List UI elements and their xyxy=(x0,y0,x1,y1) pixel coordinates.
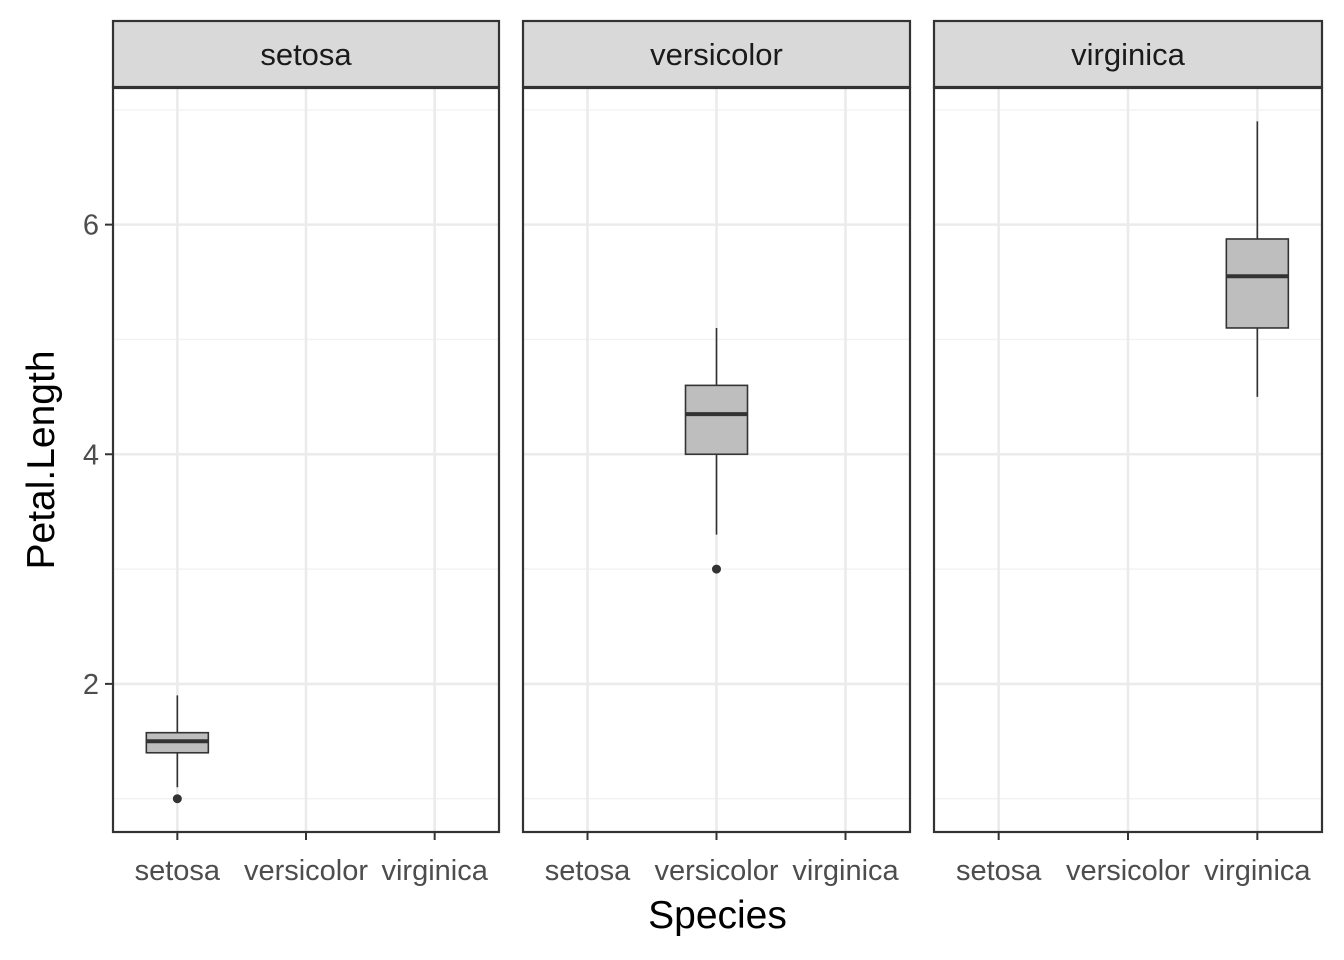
strip-background xyxy=(111,19,501,89)
box-iqr xyxy=(684,384,749,456)
facet-panel-setosa: setosa setosa versicolor virginica xyxy=(111,19,501,887)
x-tick-label: setosa xyxy=(956,855,1042,887)
y-axis-title: Petal.Length xyxy=(20,350,63,569)
boxplot-versicolor xyxy=(684,327,749,574)
x-tick-label: versicolor xyxy=(1066,855,1190,887)
boxplot-setosa xyxy=(145,695,210,804)
strip-background xyxy=(521,19,912,89)
y-tick-label: 4 xyxy=(83,439,99,471)
x-axis-title: Species xyxy=(648,894,787,937)
outlier-point xyxy=(712,564,721,574)
x-tick-label: setosa xyxy=(545,855,631,887)
outlier-point xyxy=(172,794,182,804)
facet-panel-virginica: virginica setosa versicolor virginica xyxy=(932,19,1324,887)
facet-panel-versicolor: versicolor setosa versicolor virginica xyxy=(521,19,912,887)
x-tick-label: virginica xyxy=(1204,855,1311,887)
x-tick-label: setosa xyxy=(135,855,221,887)
boxplot-virginica xyxy=(1225,121,1290,397)
x-tick-label: virginica xyxy=(792,855,899,887)
strip-label: virginica xyxy=(1071,37,1185,72)
strip-background xyxy=(932,19,1324,89)
y-tick-label: 2 xyxy=(83,669,99,701)
x-tick-label: versicolor xyxy=(244,855,368,887)
box-iqr xyxy=(1225,238,1290,329)
y-tick-label: 6 xyxy=(83,210,99,242)
x-tick-label: versicolor xyxy=(654,855,778,887)
x-tick-label: virginica xyxy=(381,855,488,887)
strip-label: versicolor xyxy=(650,37,783,72)
strip-label: setosa xyxy=(260,37,352,72)
